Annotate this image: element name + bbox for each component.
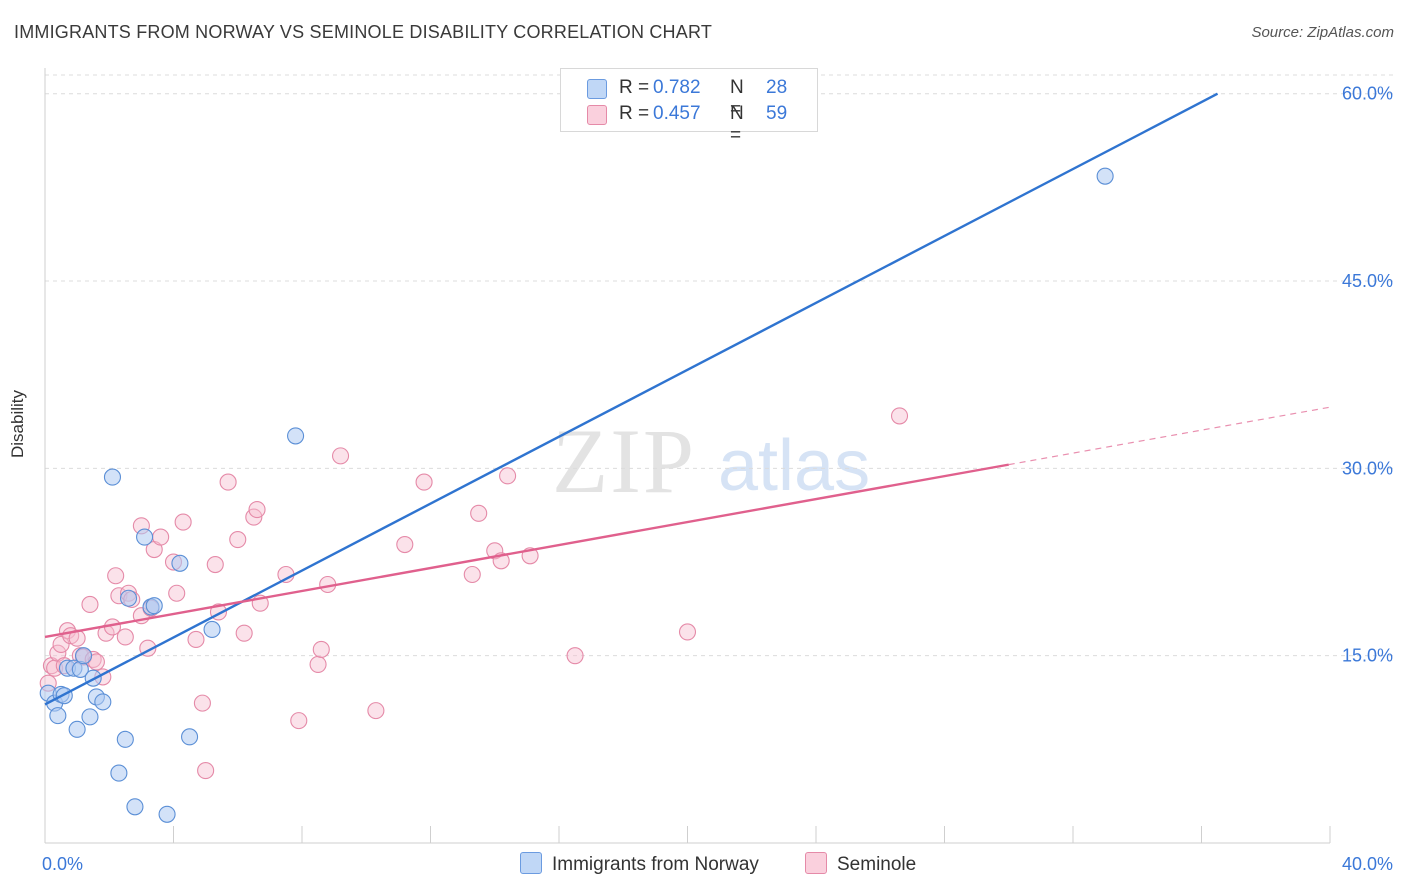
x-tick-label: 0.0% xyxy=(42,854,83,874)
norway-point xyxy=(203,620,221,639)
legend-r-value-norway: 0.782 xyxy=(653,77,701,98)
norway-point xyxy=(145,597,163,615)
norway-point xyxy=(136,528,154,546)
seminole-point xyxy=(219,473,237,491)
bottom-legend-label-seminole: Seminole xyxy=(837,854,917,875)
norway-point xyxy=(287,427,305,445)
seminole-point xyxy=(116,628,134,646)
norway-point xyxy=(181,728,199,746)
norway-point xyxy=(103,468,122,486)
norway-point xyxy=(116,730,134,748)
seminole-point xyxy=(187,630,205,648)
legend-r-label: R = xyxy=(619,77,650,98)
norway-point xyxy=(110,764,128,782)
watermark: ZIP atlas xyxy=(552,410,870,512)
seminole-point xyxy=(463,565,481,584)
tick-labels: 15.0% 30.0% 45.0% 60.0% 0.0% 40.0% xyxy=(42,84,1393,874)
seminole-point xyxy=(193,694,211,712)
legend-n-label: N = xyxy=(730,103,744,146)
bottom-legend-label-norway: Immigrants from Norway xyxy=(552,854,759,875)
legend-n-value-norway: 28 xyxy=(766,77,788,98)
norway-point xyxy=(94,693,112,711)
seminole-point xyxy=(678,623,697,641)
seminole-point xyxy=(168,584,186,602)
seminole-trend-extension xyxy=(1008,406,1331,466)
seminole-point xyxy=(206,555,224,574)
legend-swatch-norway xyxy=(587,79,607,99)
watermark-atlas: atlas xyxy=(718,426,870,506)
norway-point xyxy=(119,589,138,607)
watermark-zip: ZIP xyxy=(552,410,696,512)
legend-n-label: N = xyxy=(730,77,744,120)
norway-point xyxy=(1096,167,1114,185)
seminole-point xyxy=(174,513,192,531)
seminole-trend-line xyxy=(44,463,1009,639)
y-tick-label: 15.0% xyxy=(1342,646,1393,666)
axes xyxy=(44,68,1331,844)
legend-r-label: R = xyxy=(619,103,650,124)
x-tick-label: 40.0% xyxy=(1342,854,1393,874)
seminole-point xyxy=(331,447,350,465)
legend-n-value-seminole: 59 xyxy=(766,103,788,124)
chart-title: IMMIGRANTS FROM NORWAY VS SEMINOLE DISAB… xyxy=(14,22,713,42)
seminole-points xyxy=(39,407,909,780)
norway-point xyxy=(158,805,176,823)
y-tick-label: 60.0% xyxy=(1342,84,1393,104)
correlation-legend: R = 0.782 N = 28 R = 0.457 N = 59 xyxy=(560,68,818,146)
norway-trend-line xyxy=(44,92,1219,706)
source-credit: Source: ZipAtlas.com xyxy=(1251,24,1394,41)
y-tick-label: 30.0% xyxy=(1342,458,1393,478)
bottom-legend-swatch-seminole xyxy=(805,852,827,874)
seminole-point xyxy=(890,407,909,425)
legend-swatch-seminole xyxy=(587,105,607,125)
seminole-point xyxy=(470,504,488,522)
seminole-point xyxy=(309,655,327,673)
norway-point xyxy=(49,707,67,725)
seminole-point xyxy=(290,712,308,730)
trend-lines xyxy=(44,92,1331,706)
y-tick-label: 45.0% xyxy=(1342,271,1393,291)
norway-point xyxy=(81,708,99,726)
norway-point xyxy=(171,554,189,572)
seminole-point xyxy=(152,528,170,546)
bottom-legend-norway: Immigrants from Norway xyxy=(520,852,759,876)
norway-point xyxy=(68,720,86,738)
seminole-point xyxy=(312,640,330,658)
seminole-point xyxy=(566,647,584,665)
seminole-point xyxy=(396,535,414,554)
seminole-point xyxy=(107,567,125,585)
seminole-point xyxy=(229,530,247,549)
norway-point xyxy=(126,798,144,816)
bottom-legend-swatch-norway xyxy=(520,852,542,874)
legend-r-value-seminole: 0.457 xyxy=(653,103,701,124)
seminole-point xyxy=(197,762,215,780)
seminole-point xyxy=(367,702,385,720)
bottom-legend-seminole: Seminole xyxy=(805,852,916,876)
seminole-point xyxy=(415,473,433,491)
seminole-point xyxy=(499,467,517,485)
seminole-point xyxy=(52,635,70,653)
seminole-point xyxy=(81,595,99,614)
seminole-point xyxy=(248,501,266,519)
norway-point xyxy=(75,647,93,665)
seminole-point xyxy=(235,624,253,642)
gridlines xyxy=(45,74,1393,657)
